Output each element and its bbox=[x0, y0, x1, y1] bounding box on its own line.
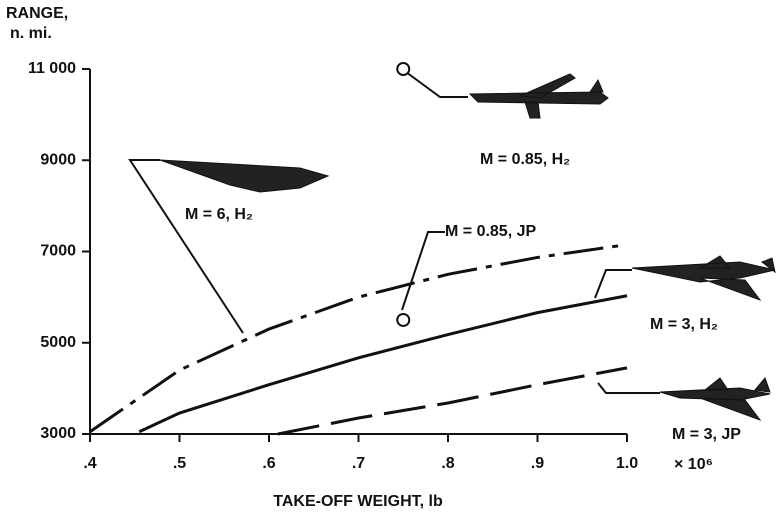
x-tick-label: 1.0 bbox=[616, 455, 638, 472]
x-tick-label: .8 bbox=[441, 455, 454, 472]
series-label: M = 3, H₂ bbox=[650, 316, 718, 333]
leader-line bbox=[595, 270, 632, 298]
y-tick-label: 11 000 bbox=[28, 60, 76, 77]
data-line bbox=[278, 368, 627, 434]
aircraft-icons bbox=[160, 74, 775, 420]
aircraft-icon bbox=[470, 74, 608, 118]
y-tick-label: 5000 bbox=[40, 334, 76, 351]
series-label: M = 0.85, H₂ bbox=[480, 151, 570, 168]
series-label: M = 6, H₂ bbox=[185, 206, 253, 223]
series-label: M = 0.85, JP bbox=[445, 223, 536, 240]
x-tick-label: .9 bbox=[531, 455, 544, 472]
aircraft-icon bbox=[160, 160, 328, 192]
aircraft-icon bbox=[660, 378, 770, 420]
leader-line bbox=[598, 383, 660, 393]
leader-line bbox=[402, 232, 445, 310]
leader-line bbox=[130, 160, 243, 333]
y-label: n. mi. bbox=[10, 25, 52, 42]
y-tick-label: 7000 bbox=[40, 243, 76, 260]
x-multiplier: × 10⁶ bbox=[674, 456, 713, 473]
x-tick-label: .6 bbox=[262, 455, 275, 472]
x-tick-label: .5 bbox=[173, 455, 186, 472]
leader-line bbox=[406, 72, 468, 97]
x-tick-label: .7 bbox=[352, 455, 365, 472]
chart: RANGE, n. mi. TAKE-OFF WEIGHT, lb × 10⁶ … bbox=[0, 0, 780, 524]
x-tick-label: .4 bbox=[83, 455, 96, 472]
y-tick-label: 9000 bbox=[40, 151, 76, 168]
data-point bbox=[397, 63, 409, 75]
y-label: RANGE, bbox=[6, 5, 68, 22]
aircraft-icon bbox=[632, 256, 775, 300]
data-line bbox=[139, 296, 627, 432]
leaders bbox=[130, 72, 660, 393]
data-point bbox=[397, 314, 409, 326]
y-tick-label: 3000 bbox=[40, 425, 76, 442]
series-label: M = 3, JP bbox=[672, 426, 741, 443]
data-line bbox=[90, 245, 627, 432]
x-label: TAKE-OFF WEIGHT, lb bbox=[273, 493, 443, 510]
